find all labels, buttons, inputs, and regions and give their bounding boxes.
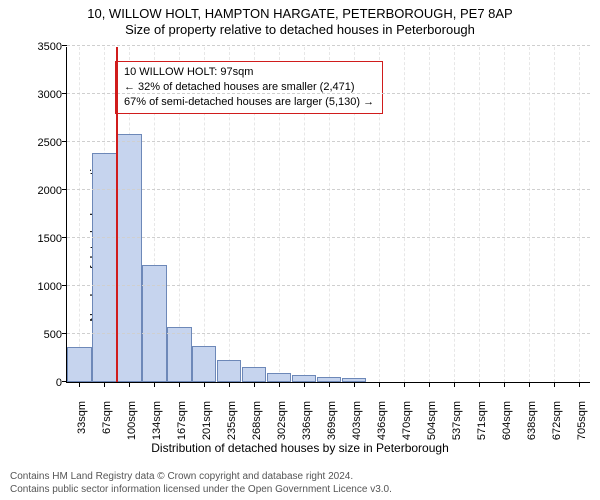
chart-title-line2: Size of property relative to detached ho… xyxy=(10,22,590,38)
x-tickmark xyxy=(329,382,330,387)
y-tickmark xyxy=(62,237,67,238)
histogram-bar xyxy=(142,265,166,382)
x-tickmark xyxy=(104,382,105,387)
gridline-horizontal xyxy=(67,189,590,190)
x-tick-label: 436sqm xyxy=(376,401,388,440)
plot-region: 10 WILLOW HOLT: 97sqm ← 32% of detached … xyxy=(66,47,590,383)
x-tickmark xyxy=(229,382,230,387)
y-tick-label: 0 xyxy=(56,377,62,389)
property-marker-line xyxy=(116,47,118,382)
x-tickmark xyxy=(479,382,480,387)
infobox-line1: 10 WILLOW HOLT: 97sqm xyxy=(124,65,374,80)
x-tickmark xyxy=(529,382,530,387)
x-tick-label: 537sqm xyxy=(451,401,463,440)
histogram-bar xyxy=(242,367,266,382)
x-tick-label: 571sqm xyxy=(476,401,488,440)
x-tickmark xyxy=(304,382,305,387)
x-tick-label: 470sqm xyxy=(401,401,413,440)
credits-line1: Contains HM Land Registry data © Crown c… xyxy=(10,471,392,484)
x-tickmark xyxy=(79,382,80,387)
x-tickmark xyxy=(154,382,155,387)
y-tick-label: 3500 xyxy=(38,41,62,53)
x-tick-label: 235sqm xyxy=(226,401,238,440)
x-tickmark xyxy=(254,382,255,387)
x-tick-label: 369sqm xyxy=(326,401,338,440)
histogram-bar xyxy=(117,134,141,383)
infobox-line3: 67% of semi-detached houses are larger (… xyxy=(124,95,374,110)
y-axis-ticks: 0 500 1000 1500 2000 2500 3000 3500 xyxy=(32,39,66,439)
y-tickmark xyxy=(62,285,67,286)
histogram-bar xyxy=(292,375,316,382)
x-tick-label: 33sqm xyxy=(76,401,88,434)
gridline-horizontal xyxy=(67,333,590,334)
y-tick-label: 1500 xyxy=(38,233,62,245)
x-tick-label: 67sqm xyxy=(101,401,113,434)
chart-title-line1: 10, WILLOW HOLT, HAMPTON HARGATE, PETERB… xyxy=(10,6,590,22)
histogram-bar xyxy=(167,327,191,383)
x-tickmark xyxy=(404,382,405,387)
x-tickmark xyxy=(554,382,555,387)
x-tick-label: 167sqm xyxy=(176,401,188,440)
histogram-bar xyxy=(92,153,116,382)
y-tick-label: 1000 xyxy=(38,281,62,293)
x-axis-label: Distribution of detached houses by size … xyxy=(10,441,590,455)
x-tick-label: 100sqm xyxy=(126,401,138,440)
x-tickmark xyxy=(279,382,280,387)
histogram-bar xyxy=(217,360,241,382)
gridline-horizontal xyxy=(67,285,590,286)
y-tickmark xyxy=(62,93,67,94)
x-tick-label: 672sqm xyxy=(551,401,563,440)
x-axis-ticks: 33sqm 67sqm 100sqm 134sqm 167sqm 201sqm 235sqm… xyxy=(66,389,590,439)
x-tickmark xyxy=(429,382,430,387)
gridline-horizontal xyxy=(67,237,590,238)
x-tickmark xyxy=(379,382,380,387)
property-info-box: 10 WILLOW HOLT: 97sqm ← 32% of detached … xyxy=(115,61,383,114)
x-tickmark xyxy=(129,382,130,387)
histogram-bar xyxy=(267,373,291,383)
histogram-bar xyxy=(67,347,91,383)
x-tick-label: 504sqm xyxy=(426,401,438,440)
credits-line2: Contains public sector information licen… xyxy=(10,484,392,497)
y-tick-label: 3000 xyxy=(38,89,62,101)
x-tick-label: 268sqm xyxy=(251,401,263,440)
y-tick-label: 2500 xyxy=(38,137,62,149)
y-tick-label: 2000 xyxy=(38,185,62,197)
x-tick-label: 403sqm xyxy=(351,401,363,440)
x-tick-label: 336sqm xyxy=(301,401,313,440)
y-tickmark xyxy=(62,333,67,334)
x-tickmark xyxy=(454,382,455,387)
x-tick-label: 134sqm xyxy=(151,401,163,440)
x-tickmark xyxy=(204,382,205,387)
x-tick-label: 201sqm xyxy=(201,401,213,440)
y-tickmark xyxy=(62,141,67,142)
gridline-horizontal xyxy=(67,141,590,142)
y-tickmark xyxy=(62,45,67,46)
x-tickmark xyxy=(179,382,180,387)
x-tickmark xyxy=(579,382,580,387)
x-tick-label: 705sqm xyxy=(576,401,588,440)
x-tickmark xyxy=(354,382,355,387)
x-tickmark xyxy=(504,382,505,387)
gridline-horizontal xyxy=(67,93,590,94)
y-tickmark xyxy=(62,189,67,190)
x-tick-label: 302sqm xyxy=(276,401,288,440)
y-tickmark xyxy=(62,381,67,382)
x-tick-label: 604sqm xyxy=(501,401,513,440)
x-tick-label: 638sqm xyxy=(526,401,538,440)
credits: Contains HM Land Registry data © Crown c… xyxy=(10,471,392,496)
y-tick-label: 500 xyxy=(44,329,62,341)
histogram-bar xyxy=(192,346,216,382)
gridline-horizontal xyxy=(67,45,590,46)
chart-area: Number of detached properties 0500100015… xyxy=(10,39,590,439)
